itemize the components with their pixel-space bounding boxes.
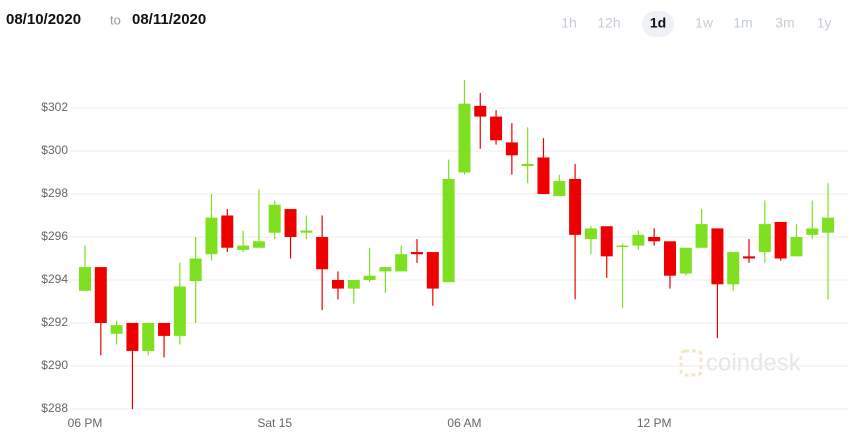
candle-body bbox=[142, 323, 155, 351]
y-tick-label: $288 bbox=[41, 401, 68, 415]
candle-body bbox=[679, 247, 692, 274]
range-button[interactable]: 1w bbox=[695, 15, 714, 31]
candle-body bbox=[774, 221, 787, 259]
candle-body bbox=[205, 217, 218, 255]
candle-body bbox=[268, 204, 281, 233]
candle-body bbox=[616, 245, 629, 248]
candle-body bbox=[648, 237, 661, 242]
candle-body bbox=[711, 228, 724, 285]
y-tick-label: $300 bbox=[41, 143, 68, 157]
watermark-icon bbox=[679, 349, 703, 377]
candle-body bbox=[300, 230, 313, 233]
candle-body bbox=[553, 181, 566, 197]
candle-body bbox=[426, 252, 439, 289]
candle-body bbox=[600, 226, 613, 257]
date-from: 08/10/2020 bbox=[6, 11, 81, 28]
candle-body bbox=[411, 252, 424, 255]
watermark-text: coindesk bbox=[706, 349, 802, 376]
candle-body bbox=[79, 267, 91, 291]
x-tick-label: 06 AM bbox=[447, 416, 481, 430]
range-button[interactable]: 1d bbox=[650, 15, 666, 31]
candle-body bbox=[743, 256, 756, 259]
candle-body bbox=[237, 245, 250, 250]
candle-body bbox=[663, 241, 676, 276]
y-tick-label: $302 bbox=[41, 100, 68, 114]
y-tick-label: $294 bbox=[41, 272, 68, 286]
y-tick-label: $292 bbox=[41, 315, 68, 329]
candle-body bbox=[474, 105, 487, 117]
candle-body bbox=[347, 280, 360, 289]
y-tick-label: $290 bbox=[41, 358, 68, 372]
x-tick-label: Sat 15 bbox=[257, 416, 292, 430]
range-button[interactable]: 3m bbox=[775, 15, 794, 31]
plot-area: $288 $290 $292 $294 $296 $298 $300 $302 06 PM Sat… bbox=[41, 80, 848, 430]
candle-body bbox=[505, 142, 518, 156]
candle-body bbox=[695, 224, 708, 248]
candle-body bbox=[395, 254, 408, 272]
candle-body bbox=[173, 286, 186, 336]
x-tick-label: 12 PM bbox=[637, 416, 672, 430]
candle-body bbox=[252, 241, 265, 248]
candle-body bbox=[221, 215, 234, 248]
candle-body bbox=[822, 217, 835, 233]
y-tick-label: $298 bbox=[41, 186, 68, 200]
candle-body bbox=[442, 178, 455, 283]
candle-body bbox=[379, 267, 392, 272]
range-button[interactable]: 12h bbox=[597, 15, 620, 31]
candle-body bbox=[458, 103, 471, 173]
candle-body bbox=[284, 209, 297, 237]
candle-body bbox=[632, 234, 645, 246]
candle-body bbox=[790, 237, 803, 257]
candle-body bbox=[537, 157, 550, 194]
candle-body bbox=[490, 116, 503, 141]
watermark: coindesk bbox=[679, 349, 802, 377]
candle-body bbox=[331, 280, 344, 289]
range-button[interactable]: 1y bbox=[817, 15, 832, 31]
candle-body bbox=[758, 224, 771, 253]
candle-body bbox=[316, 237, 329, 270]
candle-body bbox=[521, 163, 534, 167]
y-tick-label: $296 bbox=[41, 229, 68, 243]
candle-body bbox=[727, 252, 740, 285]
range-selector: 1h 12h 1d 1w 1m 3m 1y bbox=[561, 11, 831, 37]
date-to: 08/11/2020 bbox=[132, 11, 206, 28]
candle-body bbox=[569, 178, 582, 235]
candle-body bbox=[126, 323, 139, 351]
date-separator: to bbox=[110, 12, 121, 27]
range-button[interactable]: 1h bbox=[561, 15, 577, 31]
x-tick-label: 06 PM bbox=[68, 416, 103, 430]
candle-body bbox=[110, 325, 123, 334]
range-highlight bbox=[642, 11, 674, 37]
range-button[interactable]: 1m bbox=[733, 15, 752, 31]
candle-body bbox=[806, 228, 819, 235]
candle-body bbox=[363, 275, 376, 280]
candle-body bbox=[189, 258, 202, 282]
candle-body bbox=[94, 267, 107, 323]
candle-body bbox=[584, 228, 597, 240]
candle-body bbox=[158, 323, 171, 336]
